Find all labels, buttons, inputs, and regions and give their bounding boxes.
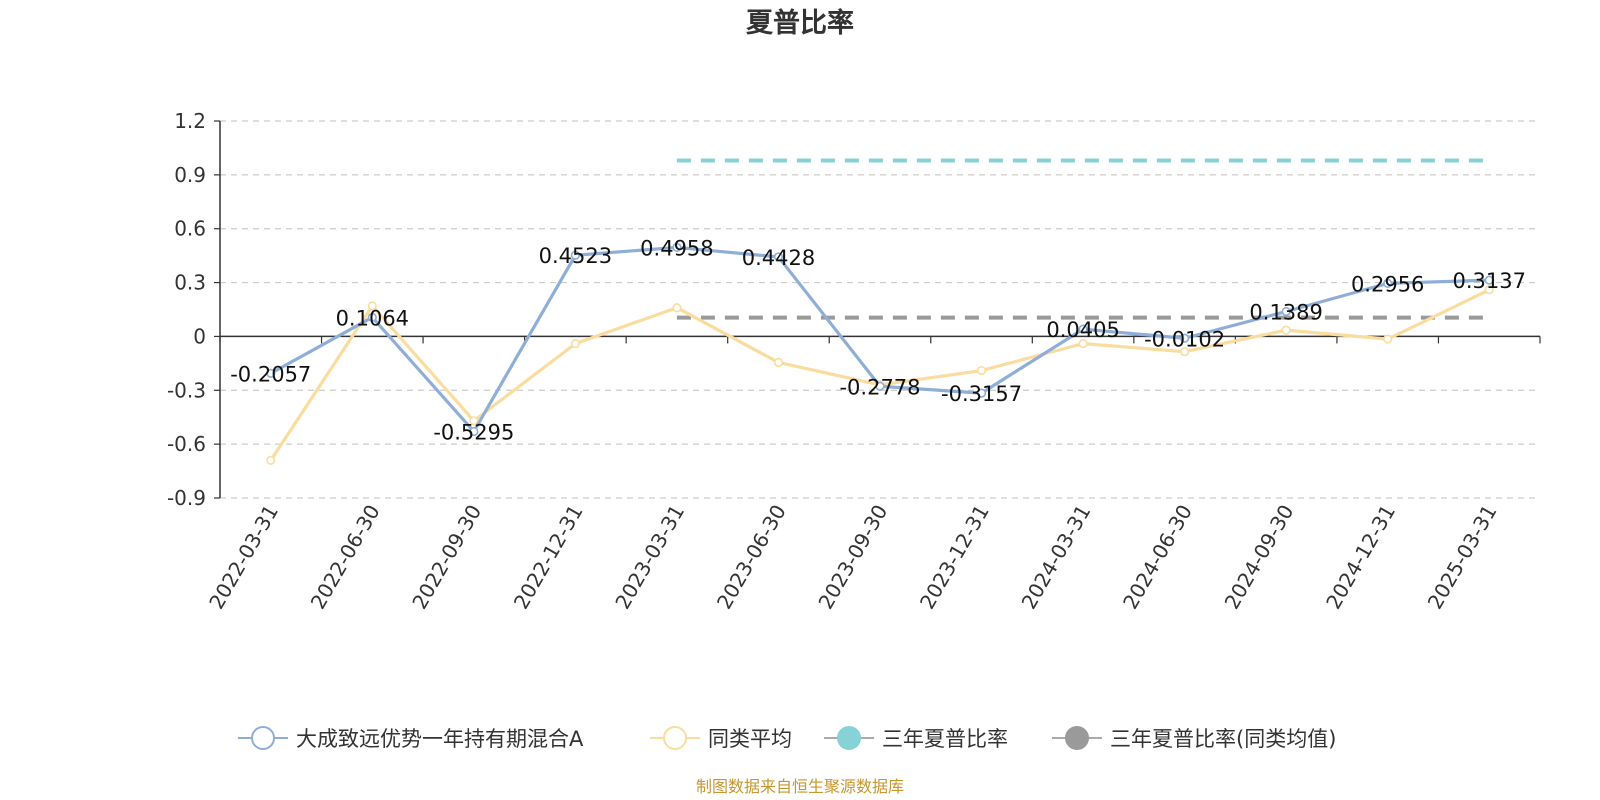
- legend-swatch-marker: [1065, 726, 1089, 750]
- y-tick-label: -0.6: [167, 432, 206, 456]
- data-point: [1484, 275, 1494, 285]
- data-point: [672, 242, 682, 253]
- data-labels: -0.2057 0.1064 -0.5295 0.4523 0.4958 0.4428 -0…: [230, 236, 1526, 444]
- data-label: -0.3157: [941, 382, 1022, 406]
- data-point: [469, 426, 479, 437]
- x-tick-label: 2024-12-31: [1321, 501, 1400, 614]
- legend-label: 三年夏普比率(同类均值): [1110, 727, 1336, 751]
- data-point: [1383, 278, 1393, 288]
- legend: 大成致远优势一年持有期混合A 同类平均 三年夏普比率 三年夏普比率(同类均值): [238, 726, 1336, 751]
- data-point: [1078, 324, 1088, 334]
- chart-title: 夏普比率: [746, 7, 854, 39]
- data-point: [1180, 333, 1190, 343]
- data-point: [976, 388, 987, 398]
- x-tick-label: 2023-06-30: [712, 501, 791, 614]
- y-tick-label: 0.6: [174, 217, 206, 241]
- data-point: [367, 312, 377, 322]
- x-tick-label: 2024-06-30: [1118, 501, 1197, 614]
- data-label: 0.1064: [336, 306, 409, 330]
- data-point: [570, 250, 580, 260]
- source-note: 制图数据来自恒生聚源数据库: [696, 777, 904, 796]
- data-point: [1078, 339, 1088, 349]
- legend-swatch-marker: [663, 726, 687, 750]
- y-tick-label: 0.3: [174, 271, 206, 295]
- data-point: [367, 301, 377, 311]
- data-label: 0.4958: [640, 236, 713, 260]
- x-tick-label: 2022-03-31: [204, 501, 283, 614]
- series-line: [269, 245, 1490, 434]
- y-tick-label: 0.9: [174, 163, 206, 187]
- y-tick-label: -0.9: [167, 486, 206, 510]
- data-label: 0.1389: [1249, 300, 1322, 324]
- data-point: [469, 416, 479, 426]
- data-label: 0.3137: [1452, 269, 1525, 293]
- legend-label: 三年夏普比率: [882, 727, 1008, 751]
- series-lines: [266, 242, 1494, 465]
- legend-swatch-marker: [837, 726, 861, 750]
- y-tick-label: 0: [193, 324, 206, 348]
- data-label: -0.2057: [230, 362, 311, 386]
- data-point: [266, 455, 276, 465]
- x-tick-label: 2023-03-31: [610, 501, 689, 614]
- data-point: [875, 381, 885, 391]
- x-tick-label: 2022-12-31: [509, 501, 588, 614]
- grid-lines: [220, 120, 1540, 499]
- legend-label: 大成致远优势一年持有期混合A: [296, 727, 584, 751]
- data-label: 0.4523: [539, 244, 612, 268]
- legend-label: 同类平均: [708, 727, 792, 751]
- data-label: 0.4428: [742, 246, 815, 270]
- legend-swatch-marker: [251, 726, 275, 750]
- data-point: [773, 252, 784, 262]
- x-tick-label: 2022-06-30: [306, 501, 385, 614]
- data-label: 0.0405: [1046, 318, 1119, 342]
- reference-lines: [676, 158, 1490, 320]
- x-tick-label: 2024-09-30: [1220, 501, 1299, 614]
- data-point: [672, 303, 682, 313]
- data-point: [1180, 347, 1190, 357]
- data-label: -0.2778: [839, 375, 920, 399]
- data-point: [1281, 306, 1291, 317]
- data-point: [773, 357, 784, 368]
- data-point: [570, 339, 580, 349]
- data-point: [976, 365, 987, 376]
- data-point: [1383, 334, 1393, 344]
- y-tick-label: 1.2: [174, 109, 206, 133]
- data-label: 0.2956: [1351, 272, 1424, 296]
- y-tick-label: -0.3: [167, 378, 206, 402]
- data-label: -0.0102: [1144, 327, 1225, 351]
- x-tick-label: 2025-03-31: [1423, 501, 1502, 614]
- data-label: -0.5295: [433, 420, 514, 444]
- x-tick-label: 2022-09-30: [407, 501, 486, 614]
- data-point: [266, 368, 276, 378]
- x-tick-label: 2024-03-31: [1017, 501, 1096, 614]
- data-point: [1484, 285, 1494, 295]
- x-tick-label: 2023-12-31: [915, 501, 994, 614]
- x-tick-label: 2023-09-30: [813, 501, 892, 614]
- data-point: [1281, 325, 1291, 335]
